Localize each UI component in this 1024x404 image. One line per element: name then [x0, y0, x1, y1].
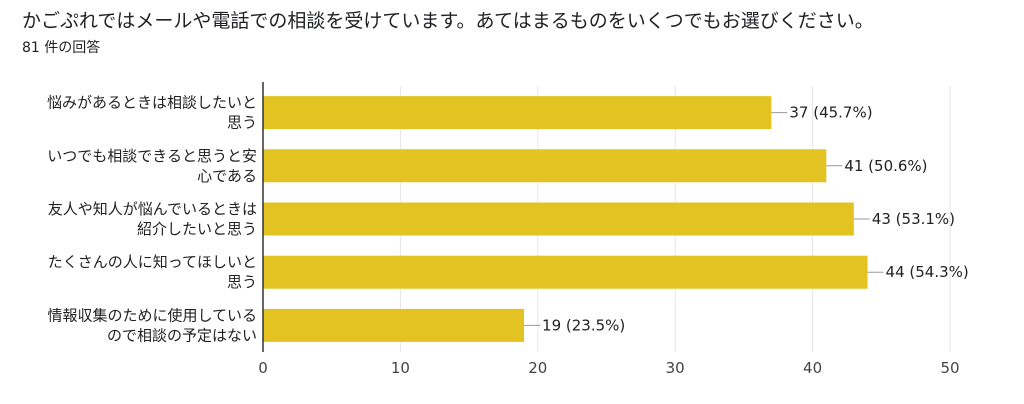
category-label: 悩みがあるときは相談したいと — [47, 94, 257, 112]
bar — [263, 308, 525, 342]
x-tick-label: 10 — [391, 359, 410, 377]
data-label: 37 (45.7%) — [789, 104, 872, 122]
x-tick-label: 0 — [258, 359, 268, 377]
x-tick-label: 30 — [666, 359, 685, 377]
data-label: 41 (50.6%) — [844, 157, 927, 175]
category-label: 友人や知人が悩んでいるときは — [48, 200, 257, 218]
response-count: 81 件の回答 — [22, 40, 101, 56]
bar — [263, 255, 868, 289]
category-label: 紹介したいと思う — [137, 220, 257, 238]
x-tick-label: 50 — [940, 359, 959, 377]
data-label: 44 (54.3%) — [886, 263, 969, 281]
x-tick-label: 20 — [528, 359, 547, 377]
question-title: かごぷれではメールや電話での相談を受けています。あてはまるものをいくつでもお選び… — [22, 10, 874, 32]
category-label: 情報収集のために使用している — [47, 306, 257, 324]
data-label: 43 (53.1%) — [872, 210, 955, 228]
bar — [263, 96, 772, 130]
category-label: 心である — [197, 167, 257, 185]
category-label: いつでも相談できると思うと安 — [47, 147, 257, 165]
x-tick-label: 40 — [803, 359, 822, 377]
data-label: 19 (23.5%) — [542, 316, 625, 334]
bar — [263, 202, 854, 236]
category-label: ので相談の予定はない — [107, 326, 257, 344]
category-label: 思う — [227, 273, 257, 291]
category-label: 思う — [227, 114, 257, 132]
bar — [263, 149, 827, 183]
category-label: たくさんの人に知ってほしいと — [48, 253, 257, 271]
